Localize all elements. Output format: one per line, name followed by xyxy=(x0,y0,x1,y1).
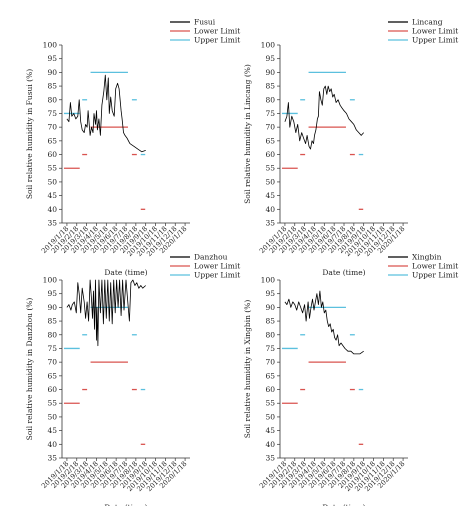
series-line-xingbin xyxy=(284,290,364,355)
y-tick-label: 40 xyxy=(265,205,275,214)
legend-label-upper-limit: Upper Limit xyxy=(412,36,458,45)
chart-panel-fusui: 354045505560657075808590951002019/1/1820… xyxy=(25,18,240,278)
y-tick-label: 80 xyxy=(265,95,275,104)
y-tick-label: 75 xyxy=(265,109,275,118)
y-tick-label: 85 xyxy=(47,317,57,326)
y-tick-label: 80 xyxy=(47,330,57,339)
x-axis-label: Date (time) xyxy=(104,268,147,277)
y-tick-label: 90 xyxy=(47,68,57,77)
y-tick-label: 60 xyxy=(265,150,275,159)
legend-label-xingbin: Xingbin xyxy=(412,253,442,262)
chart-panel-xingbin: 354045505560657075808590951002019/1/1820… xyxy=(243,253,458,511)
y-tick-label: 50 xyxy=(265,177,275,186)
y-tick-label: 70 xyxy=(47,358,57,367)
y-tick-label: 70 xyxy=(47,123,57,132)
y-tick-label: 35 xyxy=(47,454,57,463)
y-tick-label: 60 xyxy=(265,385,275,394)
y-tick-label: 90 xyxy=(265,303,275,312)
y-tick-label: 70 xyxy=(265,358,275,367)
y-tick-label: 60 xyxy=(47,150,57,159)
series-line-fusui xyxy=(66,74,146,153)
chart-panel-lincang: 354045505560657075808590951002019/1/1820… xyxy=(243,18,458,278)
y-tick-label: 85 xyxy=(265,82,275,91)
y-tick-label: 80 xyxy=(265,330,275,339)
y-tick-label: 85 xyxy=(265,317,275,326)
y-axis-label: Soil relative humidity in Danzhou (%) xyxy=(25,298,34,441)
y-tick-label: 55 xyxy=(47,164,57,173)
y-tick-label: 100 xyxy=(261,41,276,50)
series-line-danzhou xyxy=(66,279,146,347)
y-tick-label: 35 xyxy=(265,454,275,463)
legend-label-lower-limit: Lower Limit xyxy=(194,262,240,271)
y-tick-label: 45 xyxy=(265,191,275,200)
y-tick-label: 90 xyxy=(47,303,57,312)
y-tick-label: 75 xyxy=(47,344,57,353)
y-tick-label: 60 xyxy=(47,385,57,394)
y-tick-label: 40 xyxy=(265,440,275,449)
x-axis-label: Date (time) xyxy=(322,268,365,277)
legend-label-upper-limit: Upper Limit xyxy=(412,271,458,280)
chart-panel-danzhou: 354045505560657075808590951002019/1/1820… xyxy=(25,253,240,511)
y-tick-label: 95 xyxy=(47,54,57,63)
legend-label-lower-limit: Lower Limit xyxy=(194,27,240,36)
y-axis-label: Soil relative humidity in Xingbin (%) xyxy=(243,300,252,439)
y-tick-label: 75 xyxy=(47,109,57,118)
y-tick-label: 55 xyxy=(265,399,275,408)
legend-label-lincang: Lincang xyxy=(412,18,443,27)
y-tick-label: 90 xyxy=(265,68,275,77)
y-tick-label: 40 xyxy=(47,440,57,449)
legend-label-danzhou: Danzhou xyxy=(194,253,228,262)
y-tick-label: 45 xyxy=(47,191,57,200)
legend-label-lower-limit: Lower Limit xyxy=(412,262,458,271)
legend-label-upper-limit: Upper Limit xyxy=(194,271,240,280)
y-tick-label: 45 xyxy=(265,426,275,435)
y-tick-label: 100 xyxy=(43,41,58,50)
y-tick-label: 65 xyxy=(47,371,57,380)
y-tick-label: 50 xyxy=(265,412,275,421)
y-axis-label: Soil relative humidity in Lincang (%) xyxy=(243,64,252,204)
legend-label-lower-limit: Lower Limit xyxy=(412,27,458,36)
y-tick-label: 65 xyxy=(47,136,57,145)
y-tick-label: 100 xyxy=(261,276,276,285)
y-tick-label: 45 xyxy=(47,426,57,435)
y-tick-label: 95 xyxy=(47,289,57,298)
y-tick-label: 65 xyxy=(265,136,275,145)
y-tick-label: 95 xyxy=(265,54,275,63)
y-tick-label: 55 xyxy=(47,399,57,408)
y-tick-label: 50 xyxy=(47,177,57,186)
y-tick-label: 75 xyxy=(265,344,275,353)
y-tick-label: 65 xyxy=(265,371,275,380)
y-axis-label: Soil relative humidity in Fusui (%) xyxy=(25,69,34,199)
y-tick-label: 80 xyxy=(47,95,57,104)
y-tick-label: 85 xyxy=(47,82,57,91)
legend-label-fusui: Fusui xyxy=(194,18,216,27)
y-tick-label: 40 xyxy=(47,205,57,214)
y-tick-label: 35 xyxy=(265,219,275,228)
series-line-lincang xyxy=(284,85,364,150)
y-tick-label: 50 xyxy=(47,412,57,421)
legend-label-upper-limit: Upper Limit xyxy=(194,36,240,45)
y-tick-label: 35 xyxy=(47,219,57,228)
y-tick-label: 95 xyxy=(265,289,275,298)
y-tick-label: 70 xyxy=(265,123,275,132)
y-tick-label: 55 xyxy=(265,164,275,173)
y-tick-label: 100 xyxy=(43,276,58,285)
